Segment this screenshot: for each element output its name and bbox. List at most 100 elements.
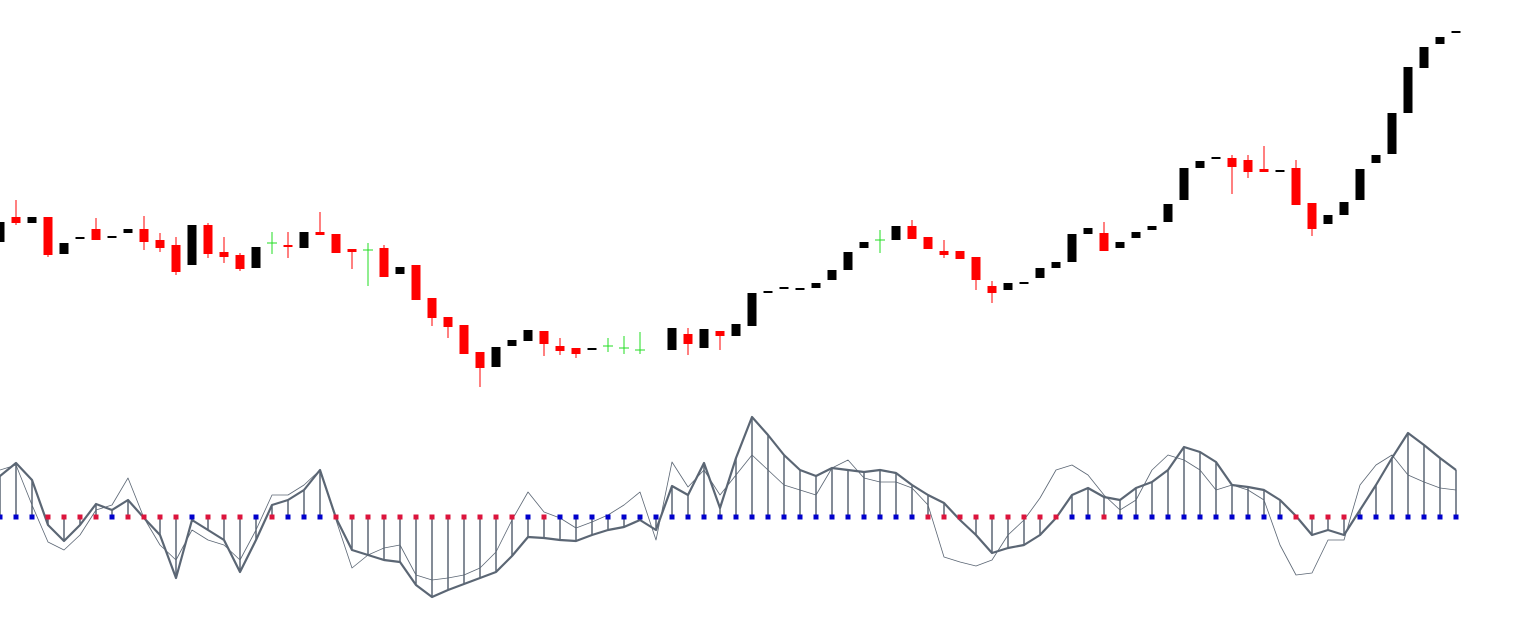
candle-body	[731, 324, 741, 336]
zero-dot	[397, 514, 403, 520]
zero-dot	[93, 514, 99, 520]
zero-dot	[621, 514, 627, 520]
candle-body	[811, 283, 821, 288]
candle-body	[1435, 37, 1445, 44]
candle-body	[299, 232, 309, 248]
zero-dot	[1389, 514, 1395, 520]
candle-body	[1147, 226, 1157, 230]
zero-dot	[1053, 514, 1059, 520]
candle-body	[475, 352, 485, 368]
zero-dot	[541, 514, 547, 520]
zero-dot	[445, 514, 451, 520]
candle-body	[1067, 234, 1077, 262]
zero-dot	[717, 514, 723, 520]
zero-dot	[1021, 514, 1027, 520]
candle-body	[59, 243, 69, 254]
candle-body	[683, 334, 693, 344]
zero-dot	[1341, 514, 1347, 520]
zero-dot	[893, 514, 899, 520]
zero-dot	[1357, 514, 1363, 520]
candle-body	[1227, 158, 1237, 167]
candle-body	[1019, 282, 1029, 284]
candle-body	[491, 347, 501, 367]
zero-dot	[589, 514, 595, 520]
candle-body	[827, 270, 837, 280]
candle-body	[555, 346, 565, 351]
zero-dot	[813, 514, 819, 520]
candle-body	[523, 330, 533, 341]
candle-body	[43, 217, 53, 255]
zero-dot	[157, 514, 163, 520]
candle-body	[1339, 202, 1349, 215]
zero-dot	[269, 514, 275, 520]
candle-body	[1307, 203, 1317, 229]
zero-dot	[1245, 514, 1251, 520]
zero-dot	[109, 514, 115, 520]
candle-body	[1355, 169, 1365, 200]
zero-dot	[317, 514, 323, 520]
candle-body	[1275, 170, 1285, 172]
zero-dot	[461, 514, 467, 520]
candle-body	[1259, 169, 1269, 172]
zero-dot	[1149, 514, 1155, 520]
zero-dot	[957, 514, 963, 520]
candle-body	[91, 229, 101, 240]
zero-dot	[1325, 514, 1331, 520]
candle-body	[331, 234, 341, 253]
candle-body	[907, 226, 917, 239]
candle-body	[843, 252, 853, 270]
candle-body	[203, 225, 213, 254]
zero-dot	[525, 514, 531, 520]
candle-body	[587, 348, 597, 350]
zero-dot	[941, 514, 947, 520]
zero-dot	[413, 514, 419, 520]
candle-body	[219, 252, 229, 257]
candle-body	[11, 217, 21, 223]
zero-dot	[301, 514, 307, 520]
candle-body	[379, 248, 389, 277]
zero-dot	[125, 514, 131, 520]
candle-body	[0, 222, 5, 242]
candle-body	[539, 331, 549, 344]
zero-dot	[1213, 514, 1219, 520]
candle-body	[315, 232, 325, 235]
candle-body	[955, 251, 965, 259]
zero-dot	[1373, 514, 1379, 520]
zero-dot	[61, 514, 67, 520]
candle-body	[427, 298, 437, 318]
candle-body	[171, 245, 181, 272]
zero-dot	[1101, 514, 1107, 520]
zero-dot	[653, 514, 659, 520]
zero-dot	[77, 514, 83, 520]
candle-body	[699, 329, 709, 348]
candle-body	[1003, 283, 1013, 290]
zero-dot	[829, 514, 835, 520]
candle-body	[1451, 31, 1461, 33]
candle-body	[1099, 233, 1109, 251]
candle-body	[1115, 242, 1125, 248]
zero-dot	[1165, 514, 1171, 520]
zero-dot	[509, 514, 515, 520]
zero-dot	[733, 514, 739, 520]
zero-dot	[1309, 514, 1315, 520]
zero-dot	[557, 514, 563, 520]
zero-dot	[1197, 514, 1203, 520]
zero-dot	[861, 514, 867, 520]
zero-dot	[925, 514, 931, 520]
zero-dot	[845, 514, 851, 520]
candle-body	[1403, 67, 1413, 113]
candle-body	[107, 236, 117, 238]
zero-dot	[669, 514, 675, 520]
zero-dot	[381, 514, 387, 520]
zero-dot	[1261, 514, 1267, 520]
candle-body	[715, 331, 725, 336]
candle-body	[507, 340, 517, 346]
zero-dot	[141, 514, 147, 520]
candle-body	[1291, 168, 1301, 205]
zero-dot	[685, 514, 691, 520]
zero-dot	[1453, 514, 1459, 520]
zero-dot	[797, 514, 803, 520]
candle-body	[1419, 47, 1429, 68]
candle-body	[1179, 168, 1189, 200]
